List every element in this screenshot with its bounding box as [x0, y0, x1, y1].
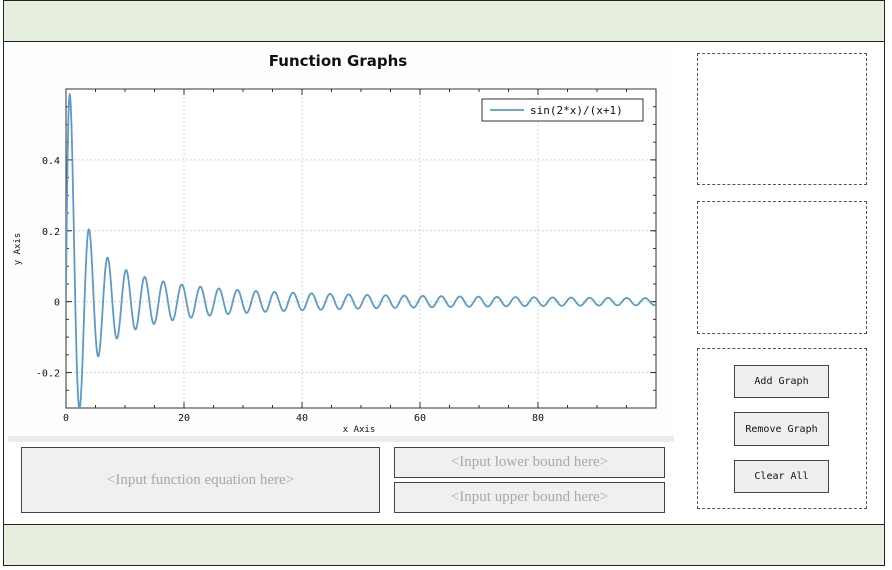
top-toolbar: [3, 0, 885, 42]
lower-bound-input[interactable]: <Input lower bound here>: [394, 447, 665, 478]
y-axis-label: y Axis: [13, 233, 23, 266]
remove-graph-button[interactable]: Remove Graph: [734, 412, 829, 446]
legend-box: [481, 98, 644, 122]
y-tick-label: 0: [54, 298, 60, 309]
equation-input[interactable]: <Input function equation here>: [21, 447, 380, 513]
info-panel-middle: [697, 201, 867, 334]
x-tick-label: 0: [63, 413, 69, 424]
tick-layer: 0 20 40 60 80 -0.2 0 0.2 0.4: [36, 88, 657, 424]
x-tick-label: 60: [414, 413, 426, 424]
clear-all-button[interactable]: Clear All: [734, 460, 829, 493]
y-tick-label: -0.2: [36, 369, 60, 380]
x-tick-label: 40: [296, 413, 308, 424]
bottom-status-bar: [3, 524, 885, 566]
series-line: [66, 92, 656, 408]
x-axis-label: x Axis: [343, 425, 376, 435]
x-tick-label: 80: [532, 413, 544, 424]
upper-bound-input[interactable]: <Input upper bound here>: [394, 482, 665, 513]
legend: sin(2*x)/(x+1): [481, 98, 644, 122]
plot-bottom-strip: [8, 436, 674, 442]
chart-title: Function Graphs: [269, 52, 408, 70]
plot-frame: [65, 88, 657, 409]
plot-panel: Function Graphs 0 20 40 60 80 -0.2 0 0.2 0.4 sin…: [8, 44, 674, 438]
x-tick-label: 20: [178, 413, 190, 424]
function-chart[interactable]: Function Graphs 0 20 40 60 80 -0.2 0 0.2 0.4 sin…: [8, 44, 674, 438]
legend-label: sin(2*x)/(x+1): [530, 104, 623, 117]
y-tick-label: 0.2: [42, 227, 60, 238]
grid-layer: [66, 89, 656, 408]
y-tick-label: 0.4: [42, 156, 60, 167]
info-panel-top: [697, 53, 867, 185]
add-graph-button[interactable]: Add Graph: [734, 365, 829, 398]
